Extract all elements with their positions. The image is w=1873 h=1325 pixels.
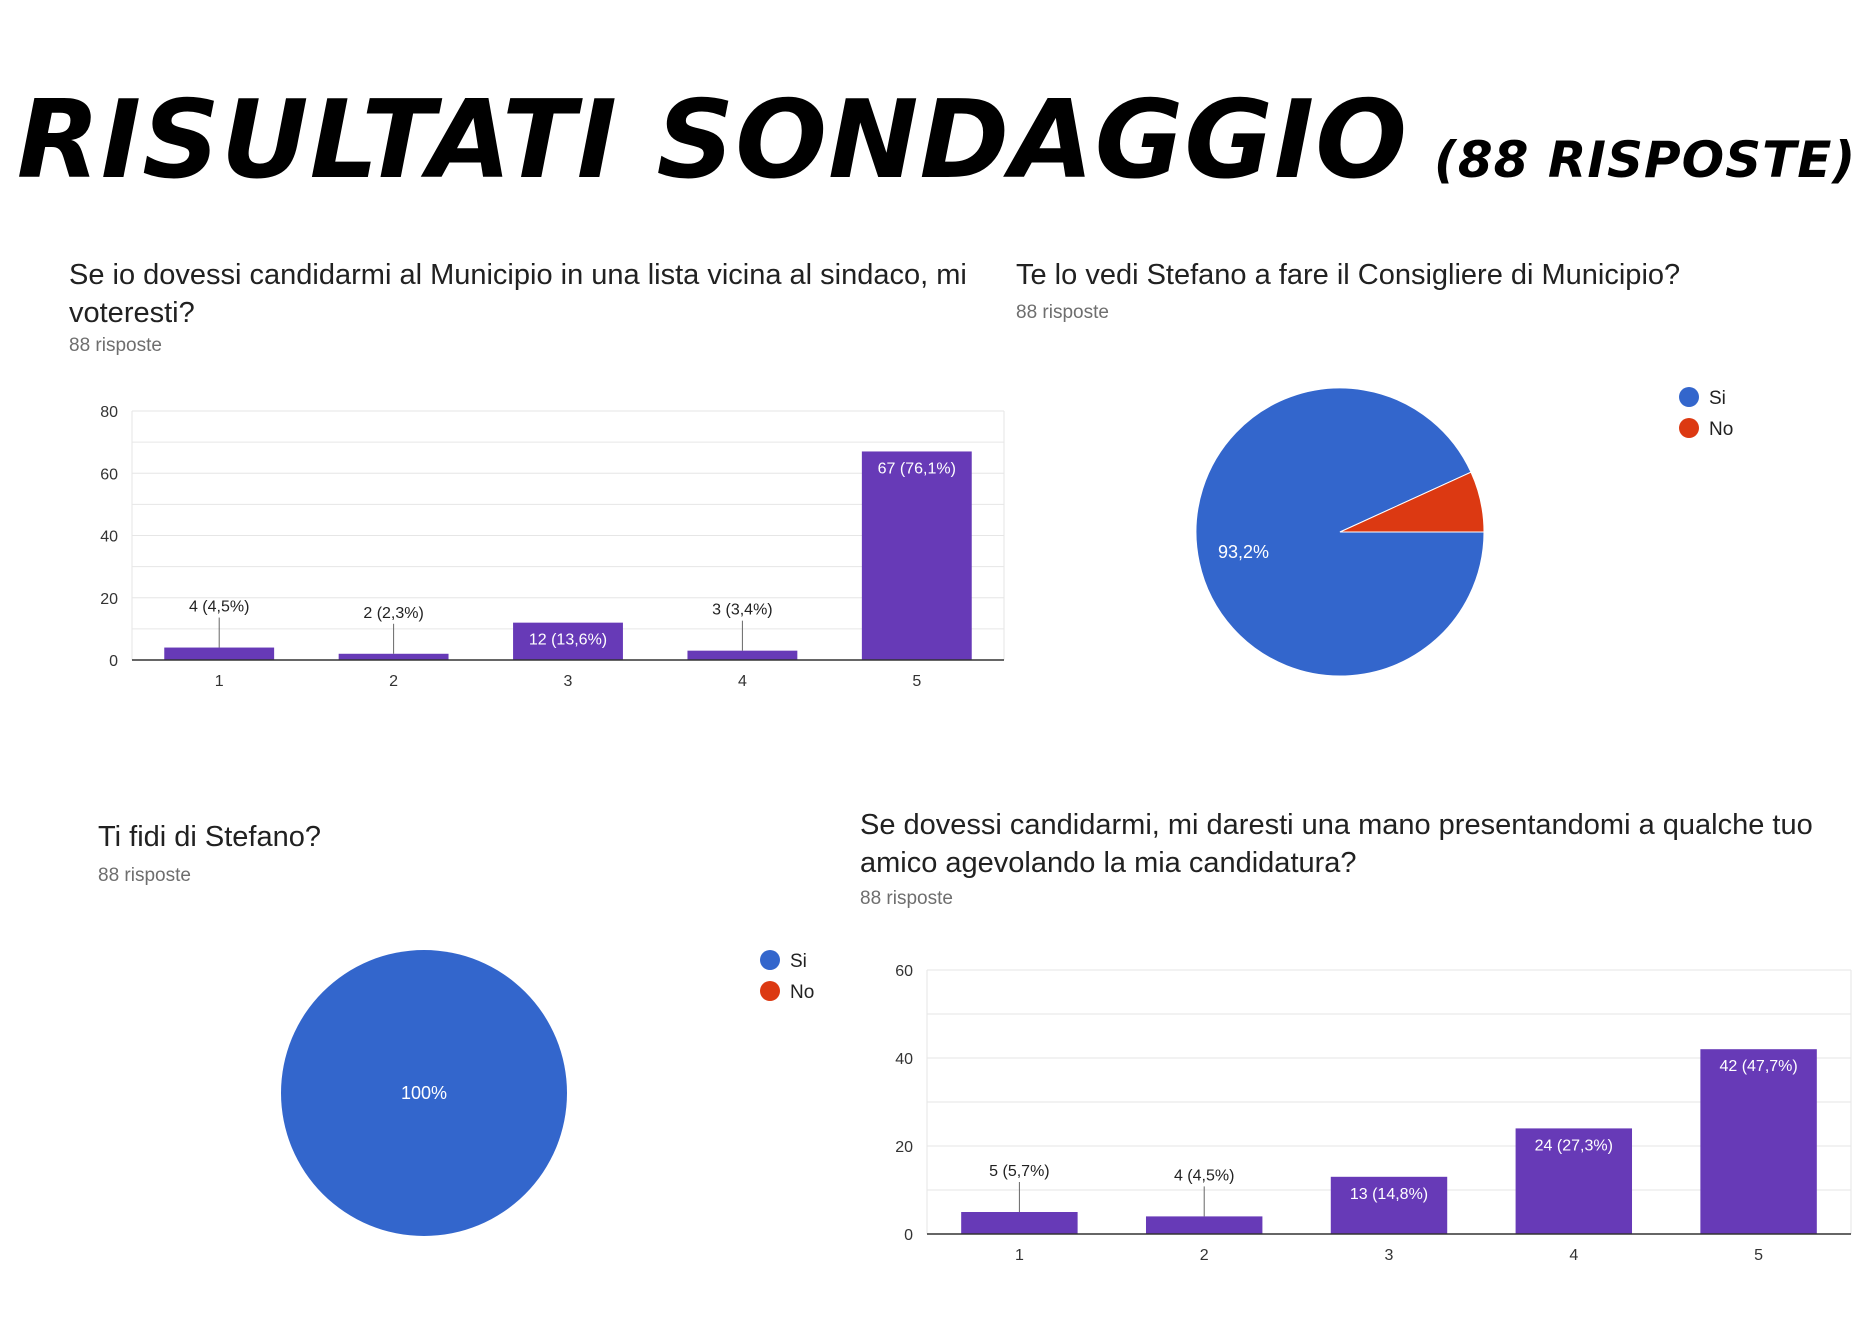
legend-label-si: Si <box>790 951 807 972</box>
data-label: 5 (5,7%) <box>989 1163 1049 1180</box>
chart1-plot: 0 20 40 60 80 4 (4,5%) 1 2 (2,3%) 2 12 (13,6%) 3 3 … <box>100 404 1005 690</box>
chart3-subtitle: 88 risposte <box>98 865 191 886</box>
chart2-subtitle: 88 risposte <box>1016 302 1109 323</box>
x-tick-label: 4 <box>1569 1247 1578 1264</box>
y-tick-label: 20 <box>100 591 118 608</box>
legend-marker-si <box>1679 387 1699 407</box>
bar <box>1330 1176 1448 1234</box>
pie-slice-label: 93,2% <box>1218 542 1269 562</box>
legend-marker-no <box>760 981 780 1001</box>
page-title-sub: (88 RISPOSTE) <box>1434 131 1857 189</box>
y-tick-label: 80 <box>100 404 118 421</box>
page-title-main: RISULTATI SONDAGGIO <box>16 78 1409 203</box>
x-tick-label: 2 <box>1200 1247 1209 1264</box>
bar <box>1700 1049 1817 1234</box>
data-label: 24 (27,3%) <box>1535 1137 1613 1154</box>
bar <box>961 1212 1078 1234</box>
pie-slice-si <box>281 950 567 1236</box>
data-label: 13 (14,8%) <box>1350 1186 1428 1203</box>
x-tick-label: 3 <box>1385 1247 1394 1264</box>
bar <box>861 451 972 660</box>
y-tick-label: 20 <box>895 1139 913 1156</box>
y-tick-label: 60 <box>895 963 913 980</box>
x-tick-label: 3 <box>564 673 573 690</box>
chart1-title: Se io dovessi candidarmi al Municipio in… <box>69 259 967 329</box>
data-label: 4 (4,5%) <box>189 599 249 616</box>
y-tick-label: 40 <box>895 1051 913 1068</box>
data-label: 4 (4,5%) <box>1174 1167 1234 1184</box>
legend-label-si: Si <box>1709 388 1726 409</box>
bar <box>513 622 623 660</box>
data-label: 42 (47,7%) <box>1719 1058 1797 1075</box>
x-tick-label: 1 <box>1015 1247 1024 1264</box>
legend-label-no: No <box>1709 419 1733 440</box>
data-label: 2 (2,3%) <box>363 605 423 622</box>
chart3-title: Ti fidi di Stefano? <box>98 821 321 853</box>
x-tick-label: 1 <box>215 673 224 690</box>
x-tick-label: 2 <box>389 673 398 690</box>
legend-marker-no <box>1679 418 1699 438</box>
data-label: 12 (13,6%) <box>529 632 607 649</box>
x-tick-label: 4 <box>738 673 747 690</box>
bar <box>1145 1216 1263 1234</box>
y-tick-label: 40 <box>100 529 118 546</box>
legend-label-no: No <box>790 982 814 1003</box>
data-label: 67 (76,1%) <box>878 460 956 477</box>
bar <box>164 647 275 660</box>
chart4-subtitle: 88 risposte <box>860 888 953 909</box>
data-label: 3 (3,4%) <box>712 602 772 619</box>
y-tick-label: 0 <box>904 1227 913 1244</box>
y-tick-label: 0 <box>109 653 118 670</box>
chart4-plot: 0 20 40 60 5 (5,7%) 1 4 (4,5%) 2 13 (14,8%) 3 24 (… <box>895 963 1852 1264</box>
bar <box>687 650 798 660</box>
chart2-title: Te lo vedi Stefano a fare il Consigliere… <box>1016 259 1681 291</box>
chart2-plot: 93,2% Si No <box>1195 387 1733 677</box>
page-title: RISULTATI SONDAGGIO (88 RISPOSTE) <box>0 78 1873 203</box>
chart4-title: Se dovessi candidarmi, mi daresti una ma… <box>860 809 1813 879</box>
pie-slice-label: 100% <box>401 1083 447 1103</box>
y-tick-label: 60 <box>100 466 118 483</box>
chart3-plot: 100% Si No <box>281 950 814 1236</box>
x-tick-label: 5 <box>1754 1247 1763 1264</box>
x-tick-label: 5 <box>912 673 921 690</box>
chart1-subtitle: 88 risposte <box>69 335 162 356</box>
bar <box>338 653 449 660</box>
bar <box>1515 1128 1633 1234</box>
legend-marker-si <box>760 950 780 970</box>
pie-slice-no <box>1339 471 1485 533</box>
